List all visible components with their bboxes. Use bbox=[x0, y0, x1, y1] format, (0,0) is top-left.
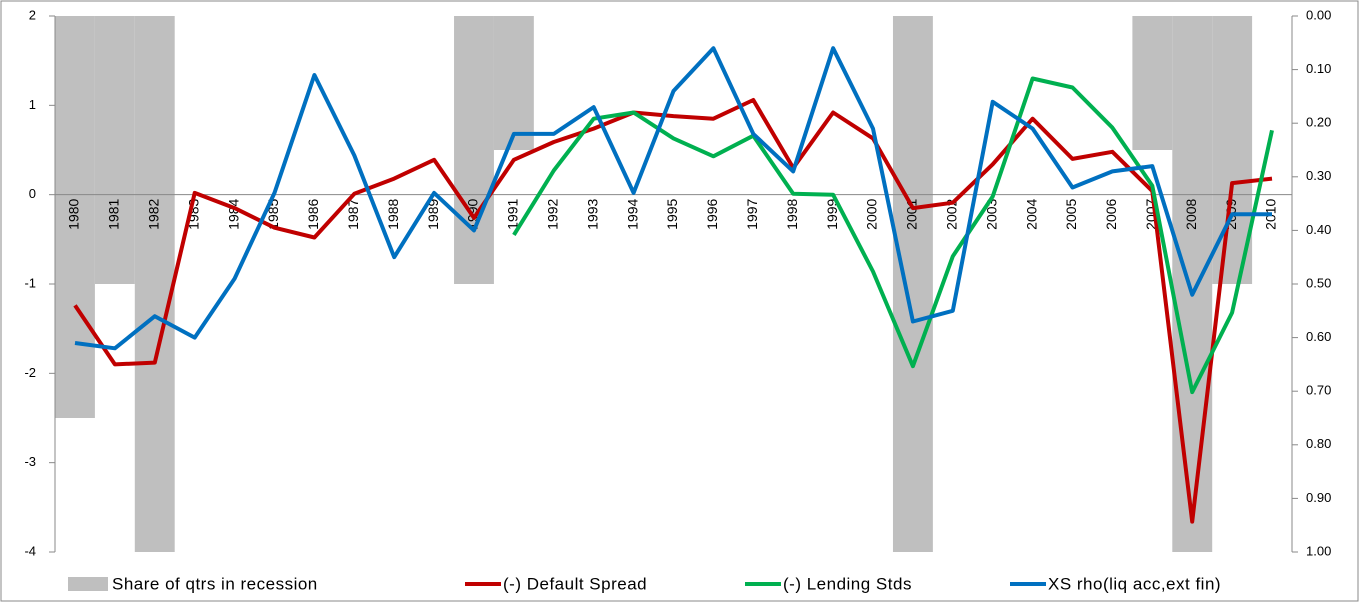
y2-tick-label: 0.90 bbox=[1306, 490, 1331, 505]
legend-label: Share of qtrs in recession bbox=[112, 574, 318, 593]
x-tick-label: 2000 bbox=[864, 198, 880, 229]
x-tick-label: 2005 bbox=[1063, 198, 1079, 229]
x-tick-label: 1988 bbox=[385, 198, 401, 229]
x-tick-label: 2003 bbox=[983, 198, 999, 229]
x-tick-label: 1981 bbox=[106, 198, 122, 229]
legend-label: XS rho(liq acc,ext fin) bbox=[1048, 574, 1221, 593]
y2-tick-label: 0.20 bbox=[1306, 115, 1331, 130]
bar bbox=[1132, 16, 1173, 150]
y2-tick-label: 0.50 bbox=[1306, 275, 1331, 290]
bars-layer bbox=[55, 16, 1253, 552]
x-tick-label: 2006 bbox=[1103, 198, 1119, 229]
x-tick-label: 1989 bbox=[425, 198, 441, 229]
y-tick-label: 0 bbox=[29, 186, 36, 201]
bar bbox=[55, 16, 95, 418]
x-tick-label: 1993 bbox=[584, 198, 600, 229]
x-tick-label: 1987 bbox=[345, 198, 361, 229]
line-series bbox=[73, 98, 1273, 524]
lines-layer bbox=[73, 46, 1274, 524]
x-tick-label: 1980 bbox=[66, 198, 82, 229]
y-tick-label: -3 bbox=[24, 454, 36, 469]
legend-swatch bbox=[68, 577, 108, 591]
y2-tick-label: 0.10 bbox=[1306, 61, 1331, 76]
bar bbox=[493, 16, 534, 150]
bar bbox=[892, 16, 933, 552]
x-tick-label: 2008 bbox=[1183, 198, 1199, 229]
x-tick-label: 1996 bbox=[704, 198, 720, 229]
bar bbox=[134, 16, 175, 552]
x-tick-label: 2004 bbox=[1023, 198, 1039, 229]
y2-tick-label: 0.30 bbox=[1306, 168, 1331, 183]
y-tick-label: -2 bbox=[24, 365, 36, 380]
x-tick-label: 1998 bbox=[784, 198, 800, 229]
x-tick-label: 1986 bbox=[305, 198, 321, 229]
legend-label: (-) Lending Stds bbox=[783, 574, 912, 593]
y2-tick-label: 0.70 bbox=[1306, 383, 1331, 398]
bar bbox=[94, 16, 135, 284]
y-tick-label: -4 bbox=[24, 543, 36, 558]
x-tick-label: 2002 bbox=[944, 198, 960, 229]
y-tick-label: 2 bbox=[29, 7, 36, 22]
x-tick-label: 1991 bbox=[505, 198, 521, 229]
y-tick-label: -1 bbox=[24, 275, 36, 290]
x-tick-label: 1982 bbox=[145, 198, 161, 229]
x-tick-label: 1997 bbox=[744, 198, 760, 229]
y2-tick-label: 1.00 bbox=[1306, 543, 1331, 558]
y2-tick-label: 0.60 bbox=[1306, 329, 1331, 344]
line-series bbox=[74, 46, 1272, 351]
bar bbox=[454, 16, 494, 284]
x-tick-label: 1984 bbox=[225, 198, 241, 229]
y-tick-label: 1 bbox=[29, 97, 36, 112]
legend-label: (-) Default Spread bbox=[503, 574, 647, 593]
y2-tick-label: 0.40 bbox=[1306, 222, 1331, 237]
x-tick-label: 1999 bbox=[824, 198, 840, 229]
x-tick-label: 1994 bbox=[624, 198, 640, 229]
line-series bbox=[512, 76, 1274, 395]
x-tick-label: 1995 bbox=[664, 198, 680, 229]
y2-tick-label: 0.80 bbox=[1306, 436, 1331, 451]
x-tick-label: 1992 bbox=[544, 198, 560, 229]
bar bbox=[1172, 16, 1213, 552]
y2-tick-label: 0.00 bbox=[1306, 7, 1331, 22]
